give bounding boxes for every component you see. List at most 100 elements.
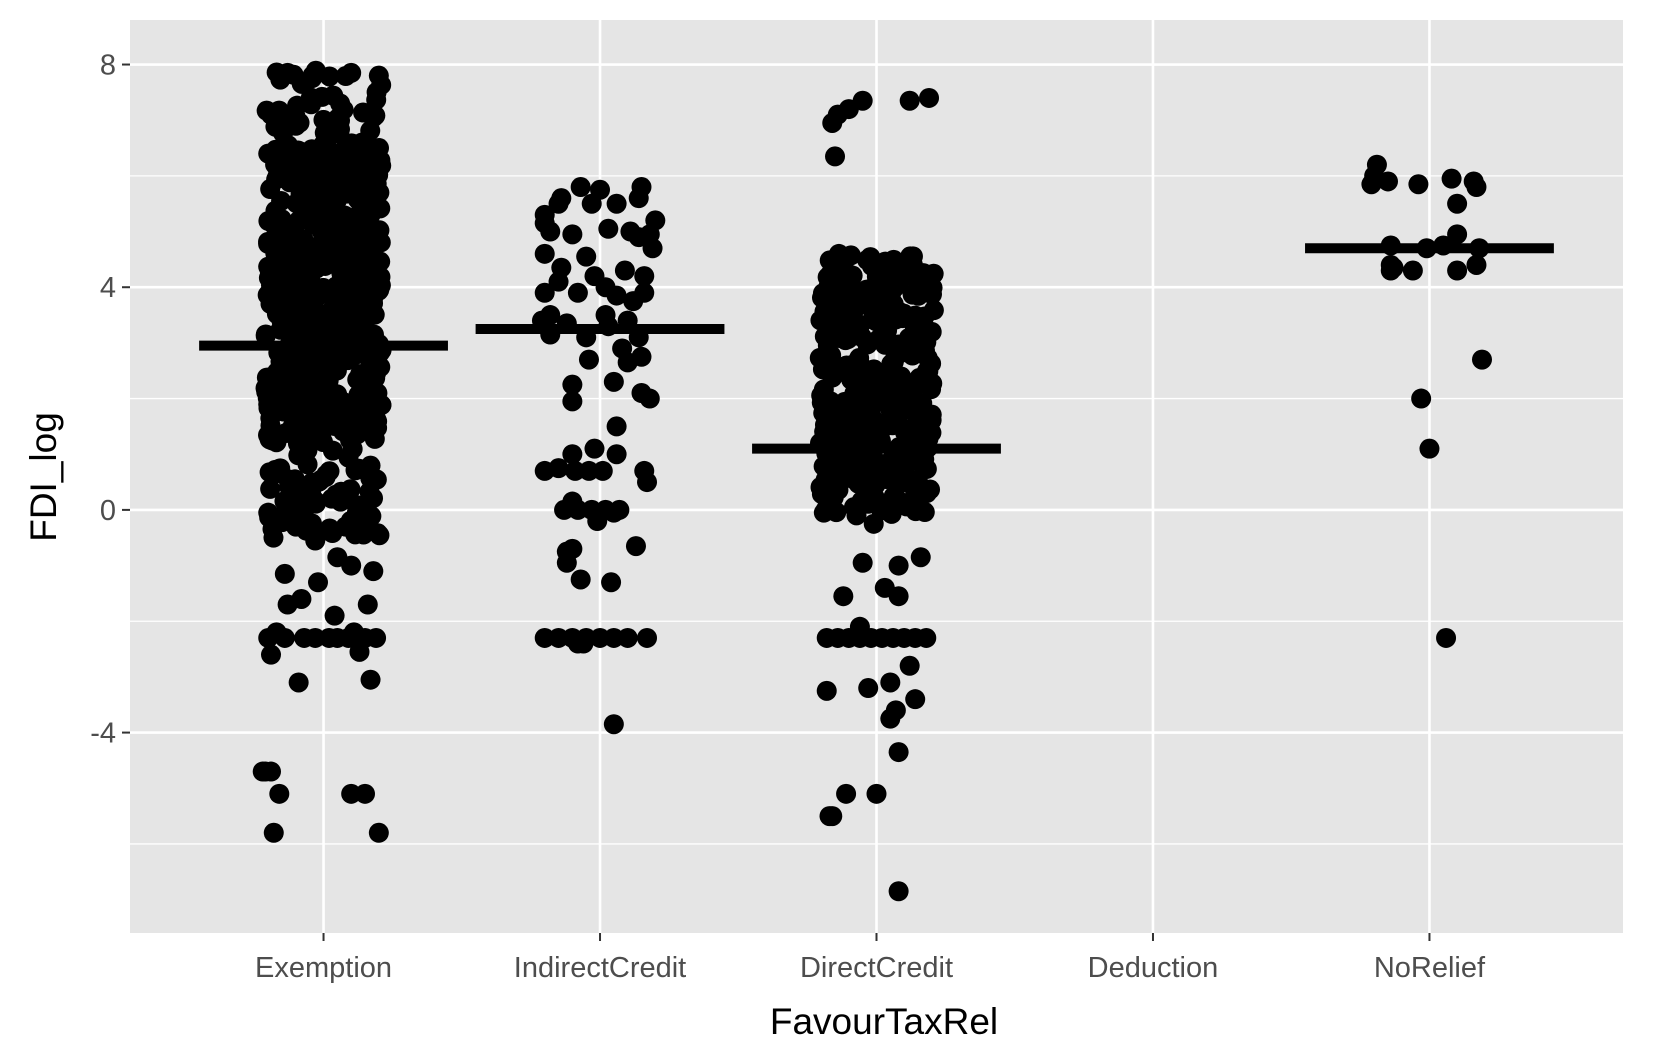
data-point	[354, 181, 375, 202]
data-point	[812, 359, 833, 380]
data-point	[268, 463, 289, 484]
data-point	[841, 390, 862, 411]
data-point	[562, 538, 583, 559]
data-point	[875, 251, 896, 272]
data-point	[849, 291, 870, 312]
data-point	[578, 460, 599, 481]
y-axis: -4 0 4 8	[90, 50, 130, 750]
data-point	[891, 452, 912, 473]
data-point	[305, 627, 326, 648]
data-point	[260, 478, 281, 499]
x-tick-label: Deduction	[1088, 952, 1219, 984]
data-point	[595, 499, 616, 520]
data-point	[1447, 224, 1468, 245]
data-point	[305, 491, 326, 512]
data-point	[353, 102, 374, 123]
data-point	[851, 491, 872, 512]
data-point	[319, 518, 340, 539]
median-bars	[199, 243, 1554, 454]
data-point	[307, 302, 328, 323]
data-point	[598, 218, 619, 239]
data-point	[645, 210, 666, 231]
data-point	[637, 627, 658, 648]
data-point	[293, 142, 314, 163]
data-point	[888, 555, 909, 576]
data-point	[837, 458, 858, 479]
data-point	[313, 361, 334, 382]
data-point	[899, 399, 920, 420]
data-point	[562, 224, 583, 245]
data-point	[339, 158, 360, 179]
data-point	[305, 60, 326, 81]
data-point	[888, 742, 909, 763]
data-point	[289, 112, 310, 133]
data-point	[548, 627, 569, 648]
data-point	[352, 400, 373, 421]
data-point	[631, 346, 652, 367]
data-point	[609, 499, 630, 520]
data-point	[606, 444, 627, 465]
data-point	[327, 547, 348, 568]
data-point	[634, 282, 655, 303]
data-point	[316, 238, 337, 259]
data-point	[883, 352, 904, 373]
data-point	[1383, 257, 1404, 278]
data-point	[811, 385, 832, 406]
data-point	[562, 444, 583, 465]
data-point	[369, 525, 390, 546]
data-point	[369, 138, 390, 159]
data-point	[899, 655, 920, 676]
data-point	[562, 374, 583, 395]
data-point	[836, 783, 857, 804]
data-point	[269, 783, 290, 804]
data-point	[363, 288, 384, 309]
data-point	[1447, 193, 1468, 214]
data-point	[863, 303, 884, 324]
data-point	[832, 268, 853, 289]
data-point	[295, 361, 316, 382]
data-point	[1377, 171, 1398, 192]
data-point	[534, 282, 555, 303]
data-point	[885, 700, 906, 721]
data-point	[293, 478, 314, 499]
data-point	[271, 209, 292, 230]
data-point	[266, 622, 287, 643]
data-point	[578, 349, 599, 370]
data-point	[259, 429, 280, 450]
data-point	[576, 246, 597, 267]
data-point	[625, 536, 646, 557]
data-point	[908, 311, 929, 332]
data-point	[367, 411, 388, 432]
data-point	[849, 616, 870, 637]
data-point	[606, 193, 627, 214]
data-point	[570, 177, 591, 198]
data-point	[322, 397, 343, 418]
data-point	[923, 300, 944, 321]
data-point	[363, 561, 384, 582]
data-point	[288, 672, 309, 693]
data-point	[348, 495, 369, 516]
data-point	[603, 627, 624, 648]
data-point	[331, 316, 352, 337]
data-point	[367, 383, 388, 404]
data-point	[916, 627, 937, 648]
data-point	[370, 251, 391, 272]
data-point	[821, 327, 842, 348]
data-point	[614, 260, 635, 281]
data-point	[1466, 177, 1487, 198]
data-point	[274, 491, 295, 512]
data-point	[260, 408, 281, 429]
data-point	[291, 588, 312, 609]
data-point	[1419, 438, 1440, 459]
data-point	[324, 605, 345, 626]
data-point	[363, 488, 384, 509]
data-point	[852, 90, 873, 111]
data-point	[570, 569, 591, 590]
data-point	[921, 410, 942, 431]
data-point	[335, 66, 356, 87]
data-point	[314, 221, 335, 242]
data-point	[910, 547, 931, 568]
data-point	[595, 305, 616, 326]
data-point	[288, 210, 309, 231]
data-point	[298, 514, 319, 535]
